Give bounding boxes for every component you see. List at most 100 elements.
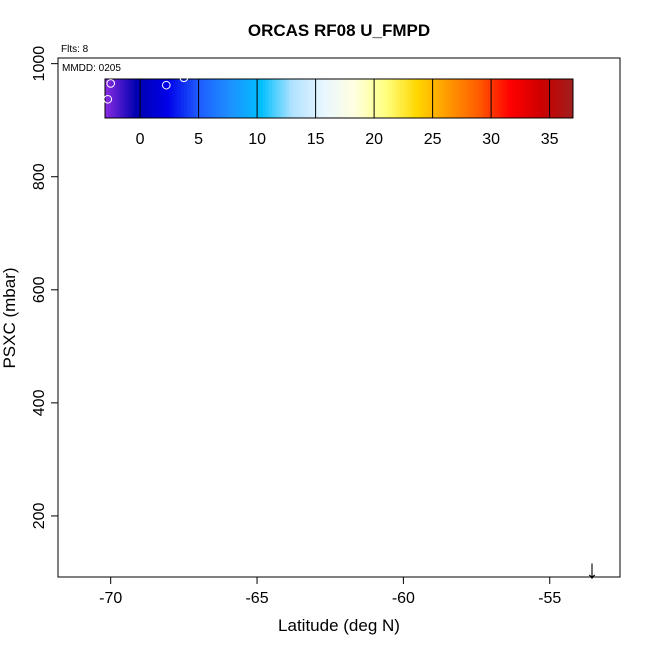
- track-point: [71, 86, 80, 96]
- colorbar-segment: [254, 79, 258, 118]
- colorbar-segment: [265, 79, 270, 118]
- x-tick-label: -65: [245, 590, 268, 607]
- colorbar-segment: [300, 79, 305, 118]
- track-point: [179, 73, 189, 83]
- colorbar-segment: [333, 79, 337, 118]
- colorbar-segment: [456, 79, 460, 118]
- colorbar-segment: [347, 79, 352, 118]
- colorbar-segment: [403, 79, 407, 118]
- colorbar-segment: [178, 79, 182, 118]
- colorbar-segment: [321, 79, 325, 118]
- colorbar-segment: [420, 79, 425, 118]
- colorbar-segment: [491, 79, 495, 118]
- colorbar-segment: [368, 79, 372, 118]
- colorbar-segment: [409, 79, 413, 118]
- colorbar-segment: [257, 79, 261, 118]
- colorbar-segment: [181, 79, 185, 118]
- colorbar-tick-label: 5: [194, 131, 203, 148]
- track-point: [410, 517, 420, 526]
- colorbar-segment: [564, 79, 568, 118]
- colorbar-segment: [271, 79, 276, 118]
- colorbar-segment: [549, 79, 554, 118]
- colorbar-segment: [344, 79, 349, 118]
- colorbar-segment: [113, 79, 118, 118]
- colorbar-segment: [224, 79, 229, 118]
- colorbar-tick-label: 25: [424, 131, 442, 148]
- colorbar-segment: [356, 79, 360, 118]
- colorbar-segment: [172, 79, 176, 118]
- y-tick-label: 800: [31, 163, 48, 190]
- x-tick-label: -70: [99, 590, 122, 607]
- colorbar-segment: [423, 79, 428, 118]
- colorbar-tick-label: 20: [365, 131, 383, 148]
- colorbar-segment: [157, 79, 162, 118]
- colorbar-segment: [511, 79, 515, 118]
- colorbar-segment: [485, 79, 489, 118]
- chart-title: ORCAS RF08 U_FMPD: [248, 21, 430, 40]
- track-point: [68, 154, 77, 163]
- colorbar-segment: [415, 79, 419, 118]
- colorbar-segment: [283, 79, 287, 118]
- colorbar-segment: [552, 79, 556, 118]
- colorbar-segment: [210, 79, 214, 118]
- date-note: MMDD: 0205: [62, 63, 121, 74]
- colorbar-segment: [125, 79, 129, 118]
- colorbar-segment: [567, 79, 571, 118]
- track-point: [91, 161, 101, 171]
- track-point: [103, 94, 113, 104]
- colorbar-segment: [227, 79, 232, 118]
- colorbar-segment: [461, 79, 466, 118]
- colorbar-segment: [385, 79, 390, 118]
- colorbar-segment: [134, 79, 138, 118]
- colorbar-segment: [426, 79, 431, 118]
- colorbar-segment: [186, 79, 191, 118]
- y-axis-label: PSXC (mbar): [0, 267, 19, 368]
- track-point: [197, 273, 206, 282]
- colorbar-segment: [464, 79, 469, 118]
- x-tick-label: -60: [392, 590, 415, 607]
- colorbar-segment: [479, 79, 483, 118]
- colorbar-segment: [467, 79, 472, 118]
- colorbar-segment: [359, 79, 363, 118]
- flights-note: Flts: 8: [61, 44, 89, 55]
- colorbar-segment: [309, 79, 314, 118]
- colorbar-segment: [365, 79, 369, 118]
- colorbar-segment: [143, 79, 147, 118]
- x-tick-label: -55: [538, 590, 561, 607]
- colorbar-segment: [374, 79, 378, 118]
- colorbar-segment: [447, 79, 451, 118]
- track-point: [361, 461, 370, 471]
- colorbar-segment: [377, 79, 381, 118]
- colorbar-segment: [213, 79, 217, 118]
- colorbar-segment: [505, 79, 510, 118]
- track-point: [88, 235, 98, 245]
- colorbar-segment: [207, 79, 211, 118]
- colorbar-segment: [330, 79, 334, 118]
- y-tick-label: 600: [31, 276, 48, 303]
- track-point: [396, 243, 405, 252]
- track-point: [106, 79, 115, 88]
- colorbar-segment: [131, 79, 135, 118]
- colorbar-tick-label: 10: [248, 131, 266, 148]
- colorbar-segment: [494, 79, 498, 118]
- colorbar-segment: [517, 79, 521, 118]
- colorbar-segment: [534, 79, 539, 118]
- y-tick-label: 400: [31, 389, 48, 416]
- track-point: [563, 438, 572, 447]
- track-point: [317, 517, 326, 526]
- colorbar-segment: [476, 79, 480, 118]
- colorbar-segment: [353, 79, 358, 118]
- x-axis: -70 -65 -60 -55: [99, 577, 561, 607]
- colorbar-segment: [189, 79, 194, 118]
- colorbar-segment: [107, 79, 112, 118]
- colorbar-segment: [470, 79, 475, 118]
- colorbar-segment: [514, 79, 518, 118]
- colorbar-segment: [260, 79, 264, 118]
- x-axis-label: Latitude (deg N): [278, 616, 400, 635]
- colorbar-segment: [119, 79, 124, 118]
- colorbar-segment: [140, 79, 144, 118]
- track-point: [162, 80, 171, 90]
- colorbar-segment: [555, 79, 559, 118]
- colorbar-segment: [298, 79, 302, 118]
- colorbar-segment: [274, 79, 279, 118]
